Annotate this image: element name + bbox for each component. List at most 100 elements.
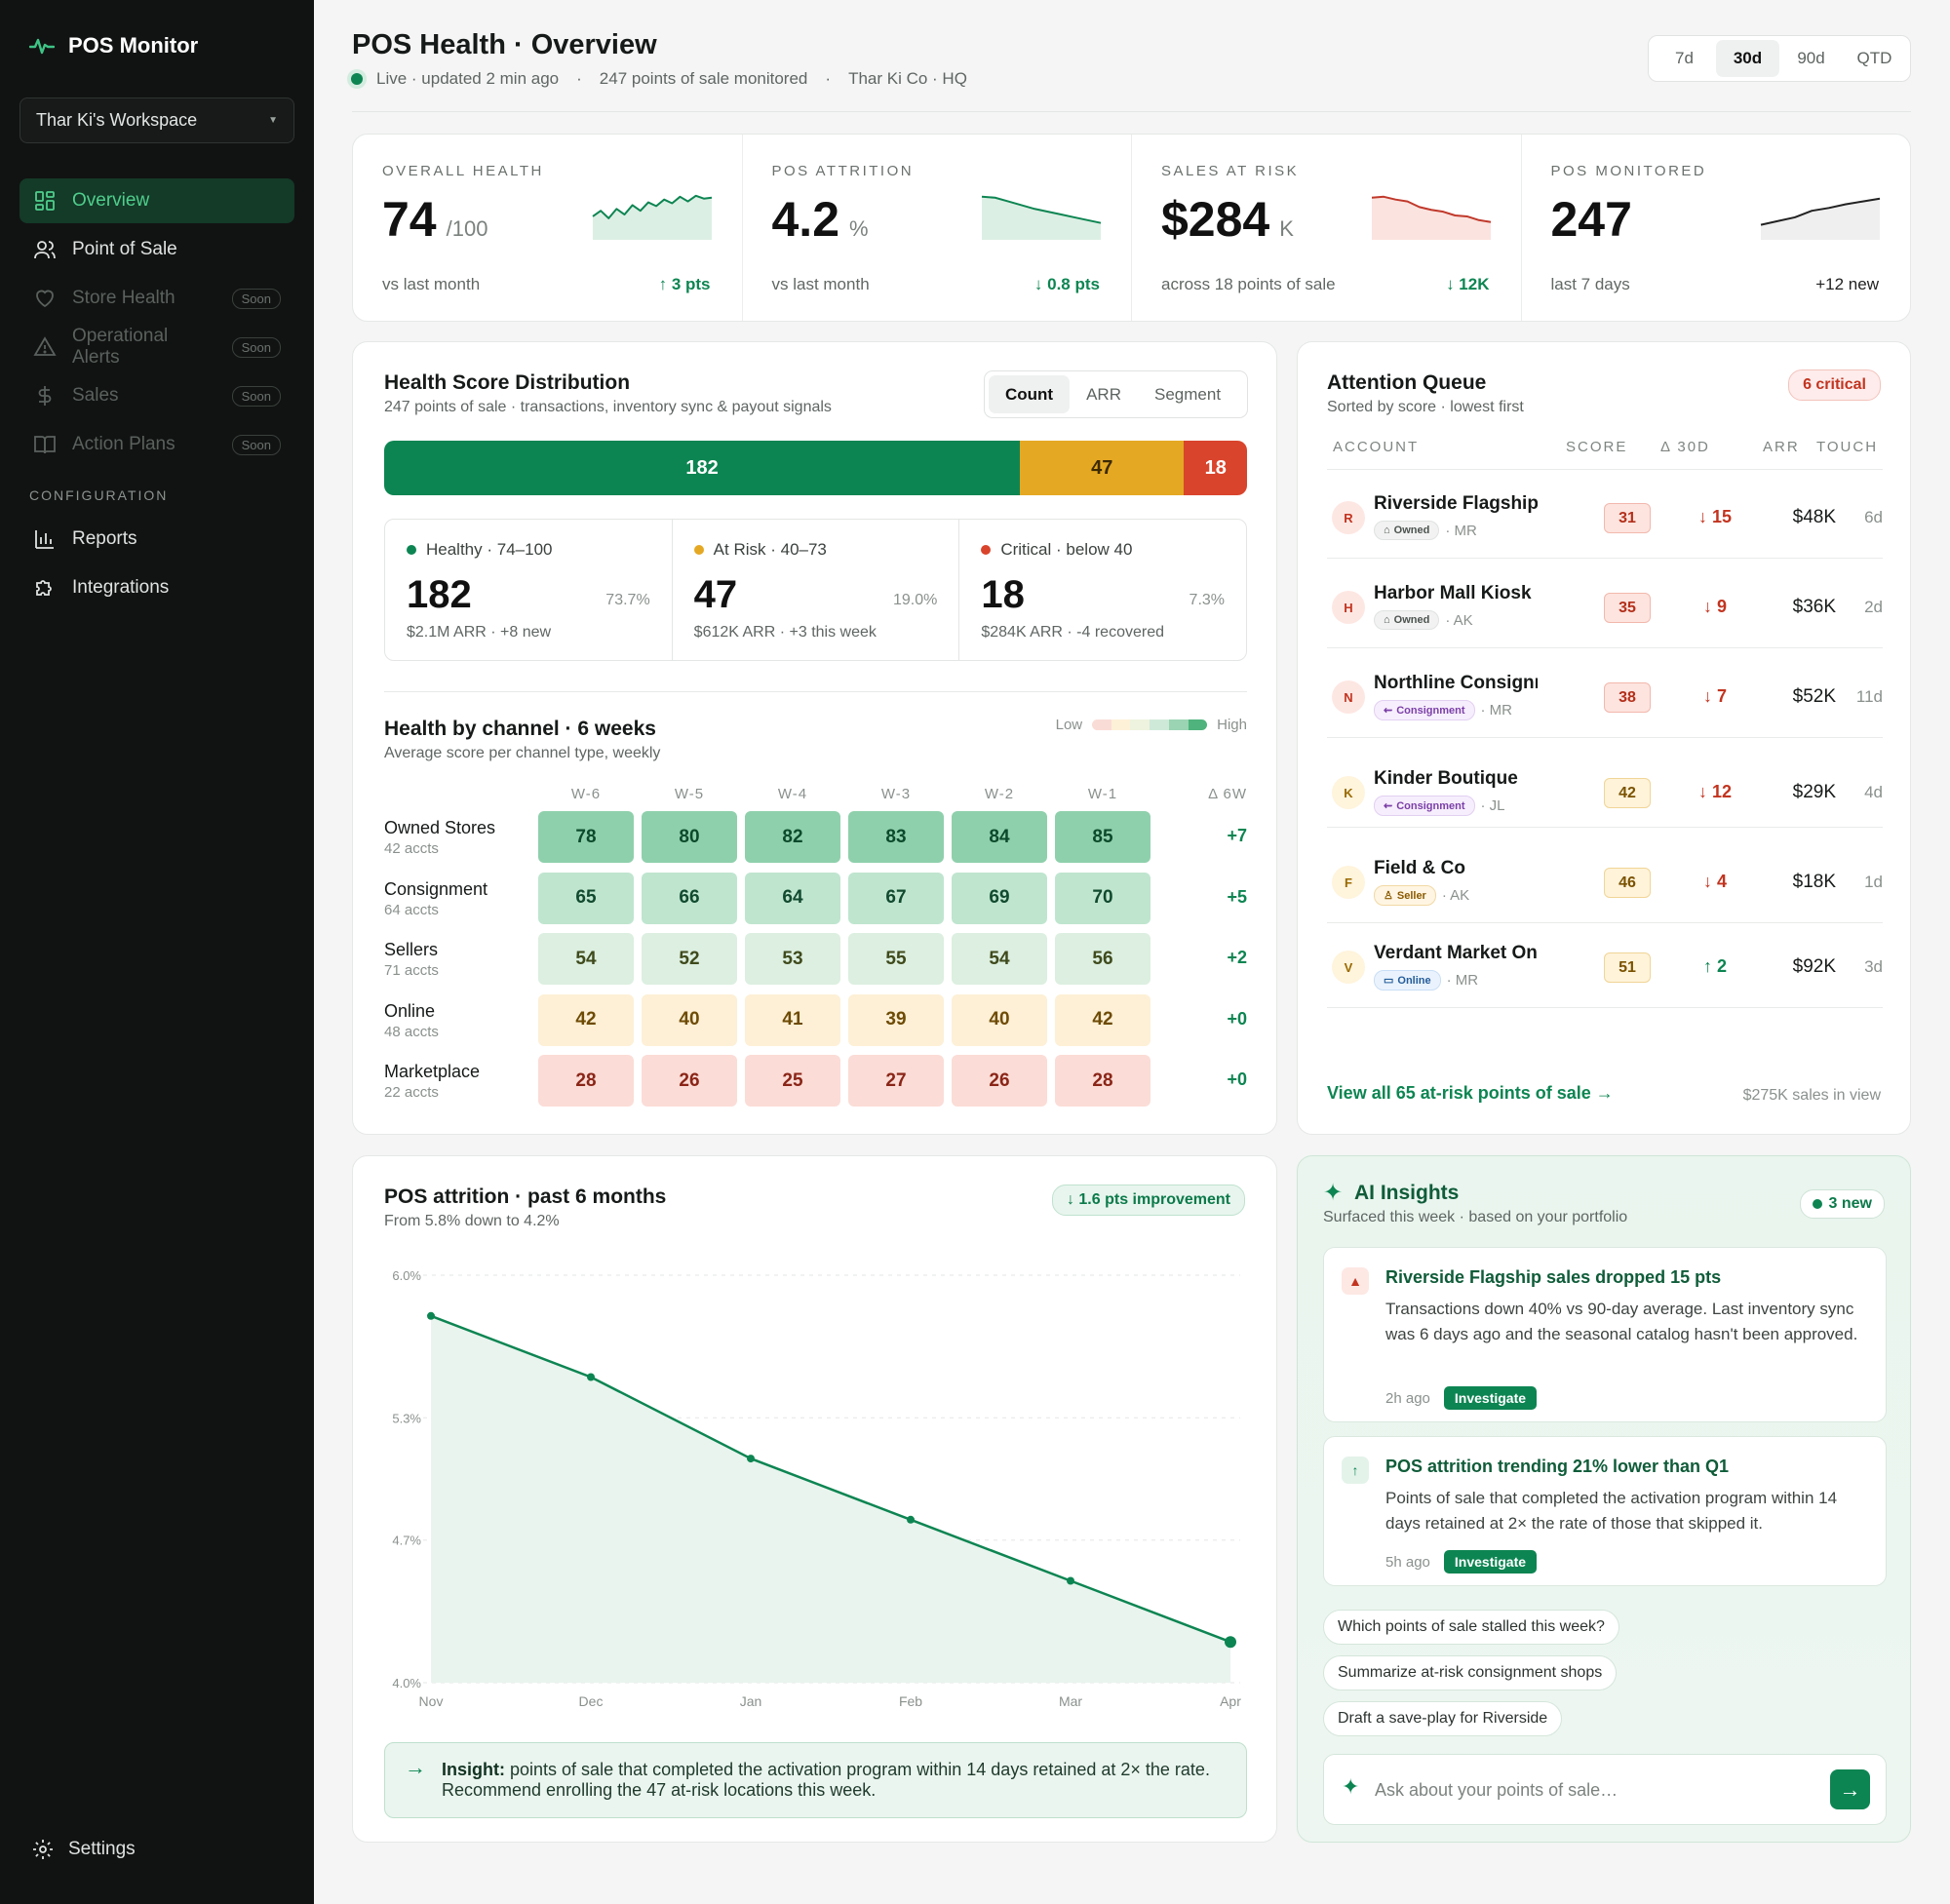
kpi-pos-attrition[interactable]: POS ATTRITION 4.2% vs last month ↓ 0.8 p… [743, 135, 1132, 321]
heatmap-cell[interactable]: 84 [952, 811, 1047, 863]
data-point[interactable] [747, 1455, 755, 1463]
heatmap-cell[interactable]: 39 [848, 993, 944, 1046]
insight-card[interactable]: ↑ POS attrition trending 21% lower than … [1323, 1436, 1887, 1586]
range-tab-90d[interactable]: 90d [1797, 49, 1825, 67]
sidebar-item-operational-alerts[interactable]: Operational Alerts Soon [20, 325, 294, 369]
heatmap-cell[interactable]: 27 [848, 1055, 944, 1107]
heatmap-cell[interactable]: 54 [538, 933, 634, 985]
distribution-bar: 182 47 18 [384, 441, 1247, 495]
investigate-button[interactable]: Investigate [1443, 1386, 1538, 1410]
heatmap-cell[interactable]: 28 [1055, 1055, 1150, 1107]
heatmap-cell[interactable]: 26 [642, 1055, 737, 1107]
range-tab-7d[interactable]: 7d [1675, 49, 1694, 67]
heatmap-cell[interactable]: 41 [745, 993, 840, 1046]
heatmap-cell[interactable]: 26 [952, 1055, 1047, 1107]
suggestion-chip[interactable]: Summarize at-risk consignment shops [1323, 1655, 1618, 1690]
tab-segment[interactable]: Segment [1154, 385, 1222, 404]
account-name[interactable]: Kinder Boutique [1374, 768, 1518, 789]
account-name[interactable]: Northline Consignment [1374, 673, 1538, 693]
heatmap-cell[interactable]: 83 [848, 811, 944, 863]
heatmap-cell[interactable]: 82 [745, 811, 840, 863]
tab-count[interactable]: Count [989, 375, 1071, 413]
data-point[interactable] [587, 1373, 595, 1381]
queue-row[interactable]: K Kinder Boutique ⇜ Consignment · JL 42 ↓ 12 $2… [1327, 749, 1883, 838]
heatmap-cell[interactable]: 67 [848, 872, 944, 924]
queue-row[interactable]: N Northline Consignment ⇜Consignment · MR 38… [1327, 653, 1883, 743]
y-tick-label: 4.7% [392, 1534, 421, 1548]
heatmap-cell[interactable]: 55 [848, 933, 944, 985]
tab-arr[interactable]: ARR [1086, 385, 1121, 404]
kpi-sales-at-risk[interactable]: SALES AT RISK $284 K across 18 points of … [1132, 135, 1522, 321]
insight-card[interactable]: ▲ Riverside Flagship sales dropped 15 pt… [1323, 1247, 1887, 1422]
data-point[interactable] [1225, 1636, 1236, 1649]
tier-healthy[interactable]: Healthy · 74–100 182 73.7% $2.1M ARR · +… [385, 520, 673, 660]
ask-input[interactable] [1375, 1772, 1804, 1807]
heatmap-cell[interactable]: 52 [642, 933, 737, 985]
heatmap-cell[interactable]: 42 [538, 993, 634, 1046]
kpi-pos-monitored[interactable]: POS MONITORED 247 last 7 days +12 new [1522, 135, 1911, 321]
sidebar-item-integrations[interactable]: Integrations [20, 565, 294, 610]
heatmap-cell[interactable]: 70 [1055, 872, 1150, 924]
sparkline-area [1761, 198, 1880, 240]
heatmap-cell[interactable]: 40 [952, 993, 1047, 1046]
column-header-score[interactable]: SCORE [1566, 439, 1628, 455]
suggestion-chip[interactable]: Draft a save-play for Riverside [1323, 1701, 1563, 1736]
range-tab-30d[interactable]: 30d [1716, 40, 1779, 77]
range-tab-qtd[interactable]: QTD [1856, 49, 1892, 67]
sidebar-item-point-of-sale[interactable]: Point of Sale [20, 227, 294, 272]
send-button[interactable]: → [1830, 1769, 1870, 1809]
data-point[interactable] [427, 1311, 435, 1320]
heatmap-cell[interactable]: 54 [952, 933, 1047, 985]
bar-segment-critical[interactable]: 18 [1184, 441, 1247, 495]
heatmap-cell[interactable]: 80 [642, 811, 737, 863]
sidebar-item-reports[interactable]: Reports [20, 517, 294, 562]
column-header-touch[interactable]: TOUCH [1816, 439, 1879, 455]
column-header-delta[interactable]: Δ 30D [1660, 439, 1710, 455]
account-name[interactable]: Verdant Market Online [1374, 943, 1538, 963]
heatmap-cell[interactable]: 85 [1055, 811, 1150, 863]
sidebar-item-action-plans[interactable]: Action Plans Soon [20, 422, 294, 467]
heatmap-cell[interactable]: 40 [642, 993, 737, 1046]
sidebar-item-store-health[interactable]: Store Health Soon [20, 276, 294, 321]
x-tick-label: Mar [1059, 1693, 1082, 1709]
tier-count: 182 [407, 573, 472, 616]
queue-row[interactable]: V Verdant Market Online ▭Online · MR 51 ↑ 2 $9… [1327, 923, 1883, 1013]
bar-segment-at-risk[interactable]: 47 [1020, 441, 1185, 495]
brand[interactable]: POS Monitor [29, 33, 198, 58]
column-header-arr[interactable]: ARR [1763, 439, 1800, 455]
account-name[interactable]: Harbor Mall Kiosk [1374, 583, 1532, 603]
queue-row[interactable]: R Riverside Flagship ⌂ Owned · MR 31 ↓ 15 $48K 6… [1327, 474, 1883, 563]
tier-critical[interactable]: Critical · below 40 18 7.3% $284K ARR · … [959, 520, 1246, 660]
workspace-switcher[interactable]: Thar Ki's Workspace ▼ [20, 97, 294, 143]
view-all-link[interactable]: View all 65 at-risk points of sale → [1327, 1083, 1614, 1103]
sidebar-item-overview[interactable]: Overview [20, 178, 294, 223]
critical-count-badge: 6 critical [1788, 369, 1881, 401]
sidebar-item-settings[interactable]: Settings [31, 1838, 136, 1861]
account-name[interactable]: Field & Co [1374, 858, 1465, 878]
heatmap-cell[interactable]: 78 [538, 811, 634, 863]
data-point[interactable] [1067, 1576, 1074, 1585]
heatmap-cell[interactable]: 42 [1055, 993, 1150, 1046]
column-header-account[interactable]: ACCOUNT [1333, 439, 1420, 455]
heatmap-cell[interactable]: 53 [745, 933, 840, 985]
arrow-up-icon: ↑ [1342, 1457, 1369, 1484]
heatmap-cell[interactable]: 56 [1055, 933, 1150, 985]
kpi-overall-health[interactable]: OVERALL HEALTH 74/100 vs last month ↑ 3 … [353, 135, 743, 321]
investigate-button[interactable]: Investigate [1443, 1550, 1538, 1574]
heatmap-cell[interactable]: 25 [745, 1055, 840, 1107]
heatmap-cell[interactable]: 65 [538, 872, 634, 924]
sidebar-item-label: Operational Alerts [72, 326, 169, 368]
heatmap-cell[interactable]: 64 [745, 872, 840, 924]
heatmap-cell[interactable]: 66 [642, 872, 737, 924]
data-point[interactable] [907, 1515, 915, 1524]
sidebar-item-sales[interactable]: Sales Soon [20, 373, 294, 418]
tier-at-risk[interactable]: At Risk · 40–73 47 19.0% $612K ARR · +3 … [673, 520, 960, 660]
owner-initials: · MR [1446, 972, 1479, 989]
queue-row[interactable]: H Harbor Mall Kiosk ⌂ Owned · AK 35 ↓ 9 $36K 2d [1327, 563, 1883, 653]
account-name[interactable]: Riverside Flagship [1374, 493, 1538, 514]
queue-row[interactable]: F Field & Co ♙ Seller · AK 46 ↓ 4 $18K 1d [1327, 838, 1883, 928]
heatmap-cell[interactable]: 69 [952, 872, 1047, 924]
bar-segment-healthy[interactable]: 182 [384, 441, 1021, 495]
heatmap-cell[interactable]: 28 [538, 1055, 634, 1107]
suggestion-chip[interactable]: Which points of sale stalled this week? [1323, 1610, 1619, 1645]
